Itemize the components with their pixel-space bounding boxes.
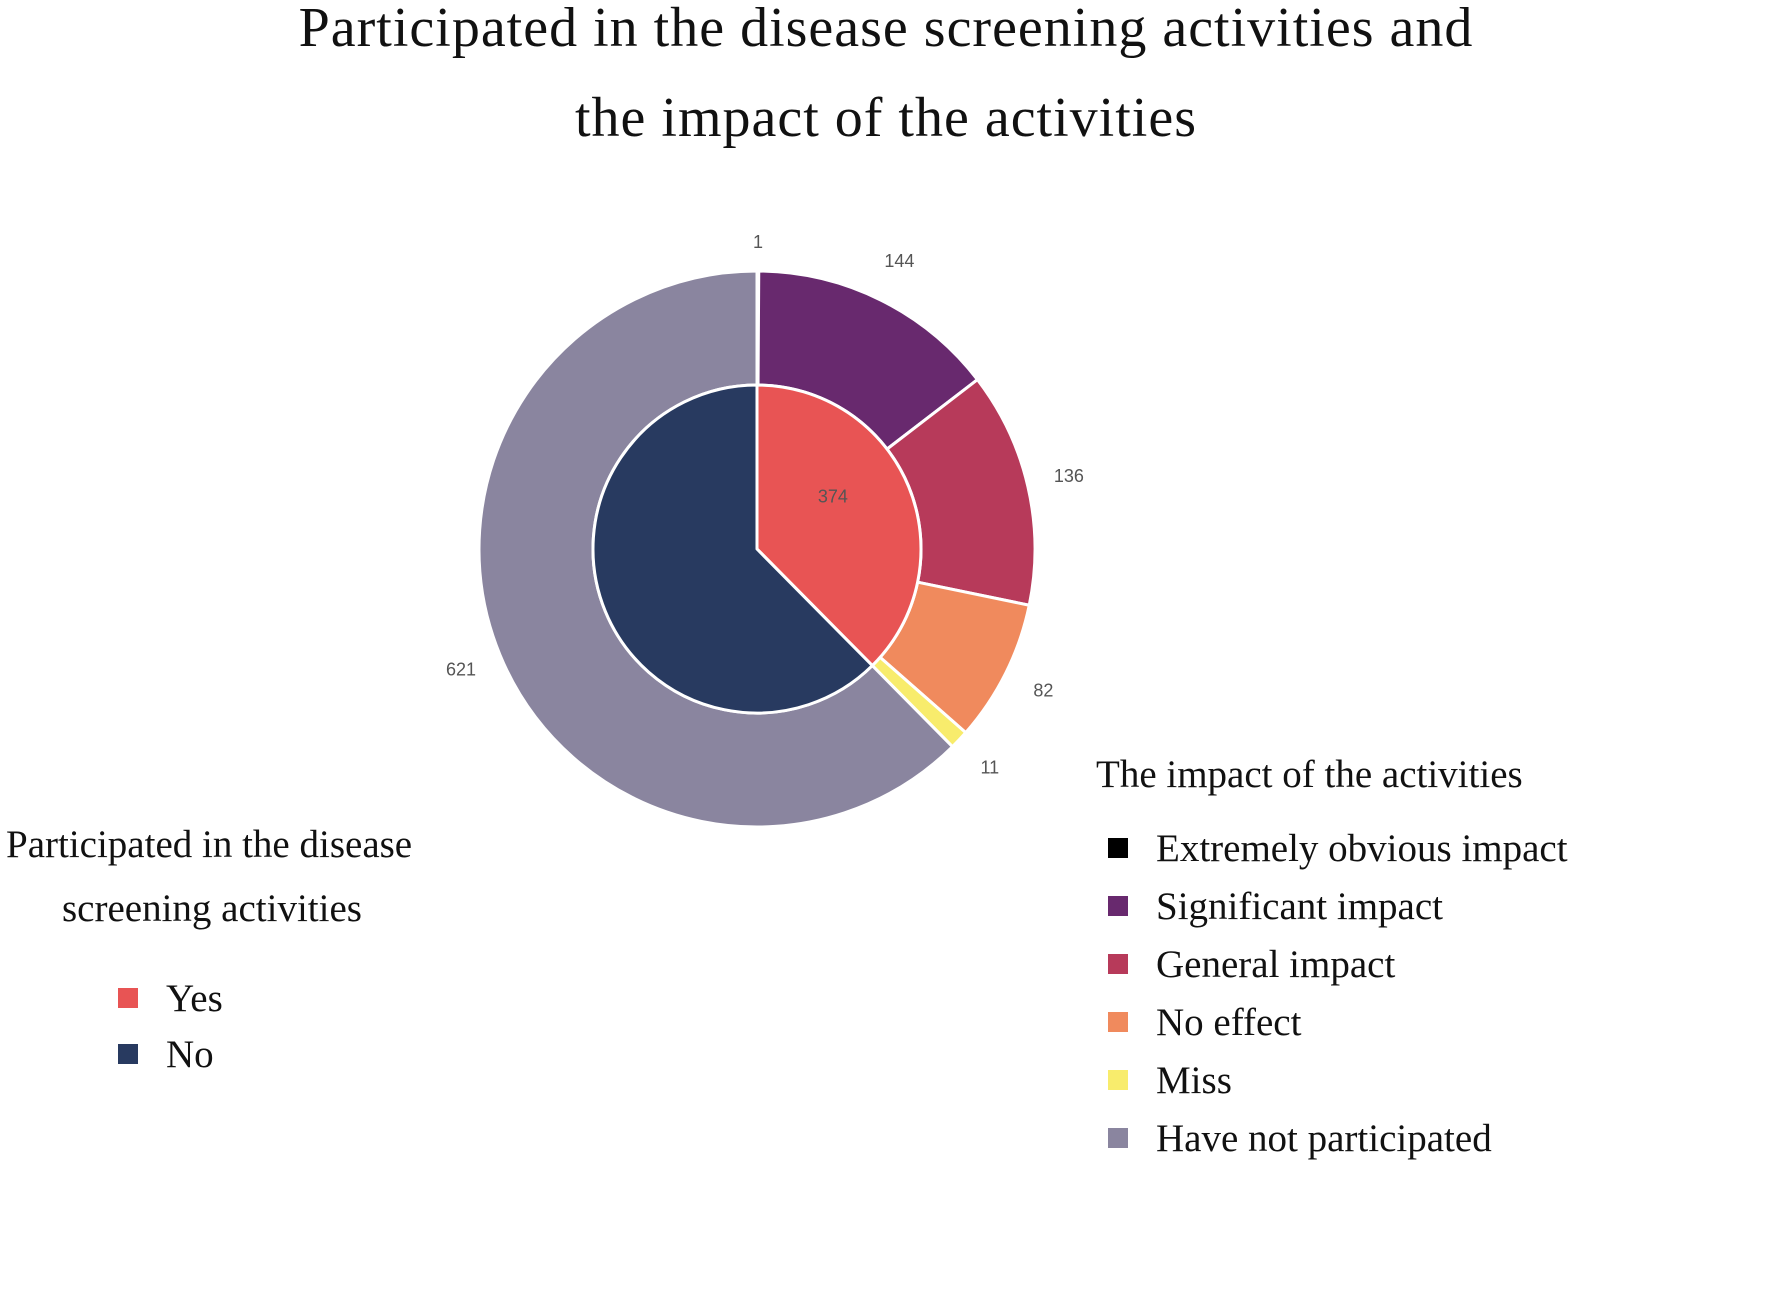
chart-title-line-2: the impact of the activities: [574, 87, 1197, 149]
chart-title-line-1: Participated in the disease screening ac…: [298, 0, 1474, 59]
inner-legend-title-line-1: Participated in the disease: [6, 823, 413, 866]
inner-legend-title-line-2: screening activities: [62, 887, 362, 930]
legend-swatch-yes: [118, 988, 138, 1008]
data-label-have-not-participated: 621: [446, 659, 476, 679]
outer-legend-title: The impact of the activities: [1096, 753, 1523, 796]
data-label-no-effect: 82: [1033, 681, 1053, 701]
legend-swatch-extremely-obvious-impact: [1108, 838, 1128, 858]
legend-label: Have not participated: [1156, 1116, 1492, 1160]
data-label-significant-impact: 144: [884, 251, 914, 271]
legend-item-significant-impact[interactable]: Significant impact: [1108, 884, 1443, 928]
inner-slice-no: [591, 383, 874, 715]
legend-item-no[interactable]: No: [118, 1032, 214, 1076]
legend-item-miss[interactable]: Miss: [1108, 1058, 1232, 1102]
legend-swatch-miss: [1108, 1070, 1128, 1090]
legend-swatch-no-effect: [1108, 1012, 1128, 1032]
legend-label: General impact: [1156, 942, 1396, 986]
inner-slice-yes: [755, 383, 923, 668]
legend-swatch-general-impact: [1108, 954, 1128, 974]
legend-swatch-no: [118, 1044, 138, 1064]
legend-item-have-not-participated[interactable]: Have not participated: [1108, 1116, 1492, 1160]
data-label-general-impact: 136: [1054, 466, 1084, 486]
legend-item-general-impact[interactable]: General impact: [1108, 942, 1395, 986]
legend-swatch-have-not-participated: [1108, 1128, 1128, 1148]
legend-label: Miss: [1156, 1058, 1232, 1102]
legend-swatch-significant-impact: [1108, 896, 1128, 916]
legend-label: Extremely obvious impact: [1156, 826, 1568, 870]
legend-item-yes[interactable]: Yes: [118, 976, 223, 1020]
legend-label: No effect: [1156, 1000, 1302, 1044]
legend-item-extremely-obvious-impact[interactable]: Extremely obvious impact: [1108, 826, 1568, 870]
data-label-extremely-obvious-impact: 1: [753, 232, 763, 252]
data-label-yes: 374: [818, 487, 848, 507]
legend-label: No: [166, 1032, 214, 1076]
legend-label: Yes: [166, 976, 223, 1020]
legend-item-no-effect[interactable]: No effect: [1108, 1000, 1301, 1044]
data-label-miss: 11: [980, 757, 999, 777]
legend-label: Significant impact: [1156, 884, 1444, 928]
